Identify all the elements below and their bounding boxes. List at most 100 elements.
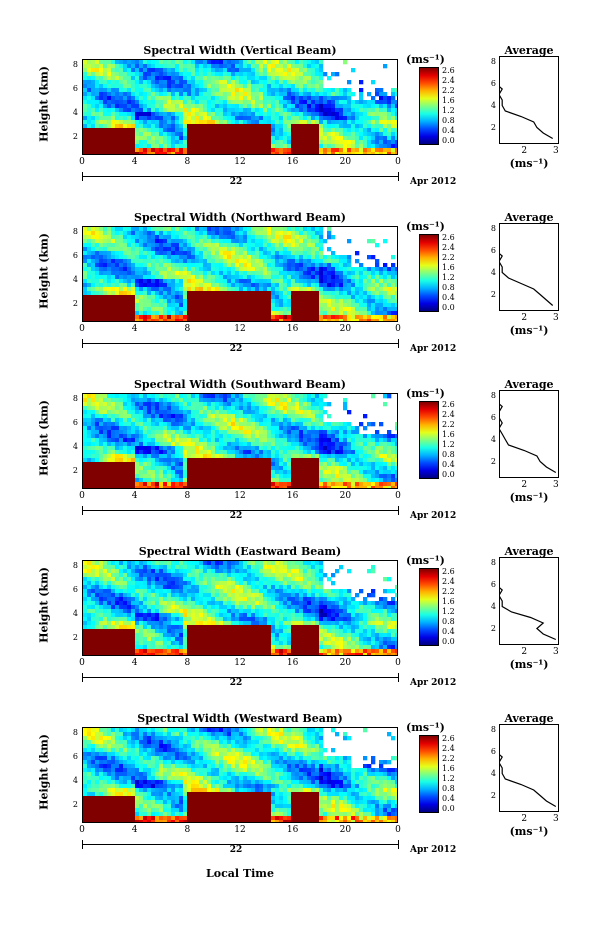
heatmap-cell [299, 402, 304, 407]
heatmap-cell [171, 104, 176, 109]
heatmap-cell [331, 267, 336, 272]
heatmap-cell [111, 442, 116, 447]
heatmap-cell [219, 80, 224, 85]
heatmap-cell [387, 283, 392, 288]
heatmap-cell [315, 255, 320, 260]
heatmap-cell [119, 132, 124, 137]
heatmap-cell [131, 470, 136, 475]
heatmap-cell [231, 450, 236, 455]
heatmap-cell [199, 112, 204, 117]
heatmap-cell [267, 267, 272, 272]
heatmap-cell [279, 279, 284, 284]
heatmap-cell [279, 458, 284, 463]
heatmap-cell [171, 112, 176, 117]
heatmap-cell [331, 299, 336, 304]
heatmap-cell [299, 271, 304, 276]
heatmap-cell [259, 251, 264, 256]
heatmap-cell [311, 422, 316, 427]
heatmap-cell [171, 247, 176, 252]
heatmap-cell [303, 112, 308, 117]
heatmap-cell [267, 108, 272, 113]
heatmap-cell [103, 414, 108, 419]
heatmap-cell [123, 239, 128, 244]
heatmap-cell [383, 132, 388, 137]
heatmap-cell [371, 116, 376, 121]
heatmap-cell [95, 239, 100, 244]
heatmap-cell [171, 263, 176, 268]
colorbar-tick-label: 0.0 [442, 136, 455, 145]
heatmap-cell [167, 60, 172, 65]
heatmap-cell [235, 60, 240, 65]
heatmap-cell [251, 251, 256, 256]
heatmap-cell [139, 267, 144, 272]
heatmap-cell [163, 64, 168, 69]
heatmap-cell [231, 60, 236, 65]
heatmap-cell [151, 442, 156, 447]
heatmap-cell [279, 72, 284, 77]
heatmap-cell [243, 116, 248, 121]
heatmap-cell [175, 84, 180, 89]
heatmap-cell [271, 311, 276, 316]
heatmap-cell [131, 414, 136, 419]
heatmap-cell [247, 482, 252, 487]
heatmap-cell [143, 263, 148, 268]
heatmap-cell [287, 394, 292, 399]
heatmap-cell [299, 243, 304, 248]
heatmap-cell [395, 295, 397, 300]
heatmap-cell [271, 402, 276, 407]
heatmap-cell [279, 76, 284, 81]
heatmap-cell [191, 446, 196, 451]
heatmap-cell [347, 271, 352, 276]
heatmap-cell [155, 140, 160, 145]
heatmap-cell [95, 299, 100, 304]
heatmap-cell [179, 140, 184, 145]
heatmap-cell [223, 124, 228, 129]
heatmap-cell [91, 462, 96, 467]
heatmap-cell [247, 283, 252, 288]
heatmap-cell [279, 259, 284, 264]
heatmap-cell [239, 458, 244, 463]
heatmap-cell [395, 311, 397, 316]
heatmap-cell [103, 291, 108, 296]
heatmap-cell [91, 259, 96, 264]
heatmap-cell [171, 251, 176, 256]
heatmap-cell [103, 442, 108, 447]
heatmap-cell [255, 235, 260, 240]
heatmap-cell [199, 96, 204, 101]
heatmap-cell [283, 76, 288, 81]
heatmap-cell [299, 64, 304, 69]
heatmap-cell [323, 144, 328, 149]
heatmap-cell [271, 406, 276, 411]
heatmap-cell [295, 271, 300, 276]
heatmap-cell [211, 152, 216, 154]
heatmap-cell [151, 227, 156, 232]
heatmap-cell [207, 474, 212, 479]
heatmap-cell [259, 307, 264, 312]
heatmap-cell [267, 454, 272, 459]
heatmap-cell [283, 152, 288, 154]
heatmap-cell [247, 394, 252, 399]
heatmap-cell [335, 112, 340, 117]
heatmap-cell [223, 311, 228, 316]
heatmap-cell [355, 148, 360, 153]
heatmap-cell [255, 410, 260, 415]
heatmap-cell [103, 263, 108, 268]
heatmap-cell [163, 267, 168, 272]
heatmap-cell [187, 231, 192, 236]
heatmap-cell [159, 136, 164, 141]
heatmap-cell [283, 442, 288, 447]
heatmap-cell [283, 303, 288, 308]
heatmap-cell [271, 96, 276, 101]
heatmap-cell [199, 402, 204, 407]
heatmap-cell [107, 450, 112, 455]
heatmap-cell [371, 136, 376, 141]
heatmap-cell [251, 450, 256, 455]
heatmap-cell [179, 287, 184, 292]
heatmap-cell [99, 112, 104, 117]
heatmap-cell [355, 132, 360, 137]
heatmap-cell [347, 144, 352, 149]
heatmap-cell [191, 128, 196, 133]
heatmap-cell [239, 88, 244, 93]
heatmap-cell [139, 239, 144, 244]
heatmap-cell [379, 124, 384, 129]
